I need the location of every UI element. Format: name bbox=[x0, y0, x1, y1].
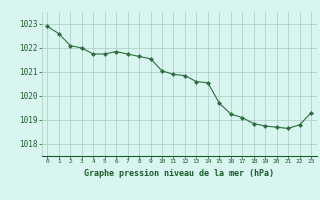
X-axis label: Graphe pression niveau de la mer (hPa): Graphe pression niveau de la mer (hPa) bbox=[84, 169, 274, 178]
